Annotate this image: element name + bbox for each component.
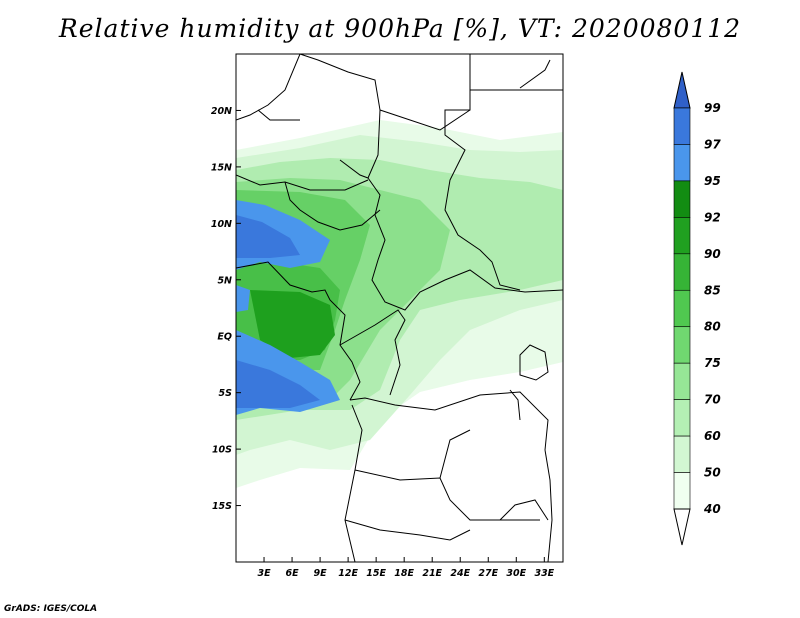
colorbar-level-label: 99 (704, 101, 721, 115)
colorbar-swatch (673, 217, 691, 255)
lat-tick-label: 20N (211, 106, 232, 117)
lon-tick-label: 15E (366, 568, 386, 579)
lat-tick-label: 10N (211, 219, 232, 230)
colorbar-level-label: 75 (704, 356, 721, 370)
colorbar-level-label: 85 (704, 283, 721, 297)
lon-tick-label: 6E (286, 568, 300, 579)
lon-tick-label: 27E (478, 568, 498, 579)
lon-tick-label: 30E (506, 568, 526, 579)
colorbar-level-label: 50 (704, 466, 721, 480)
lon-tick-label: 12E (338, 568, 358, 579)
colorbar-level-label: 95 (704, 174, 721, 188)
colorbar-swatch (673, 289, 691, 328)
lat-tick-label: 15S (212, 501, 232, 512)
lon-tick-label: 24E (450, 568, 470, 579)
colorbar-level-label: 40 (703, 502, 721, 516)
lat-tick-label: EQ (217, 332, 232, 343)
colorbar-level-label: 97 (704, 137, 721, 151)
colorbar-swatch (673, 472, 691, 510)
colorbar: 99 97 95 92 90 85 80 75 70 60 50 40 (673, 71, 721, 546)
colorbar-level-label: 70 (704, 393, 721, 407)
lat-tick-label: 10S (212, 445, 232, 456)
lon-ticks: 3E 6E 9E 12E 15E 18E 21E 24E 27E 30E 33E (257, 557, 555, 579)
lat-tick-label: 15N (211, 162, 232, 173)
colorbar-swatch (673, 107, 691, 145)
colorbar-top-arrow (673, 71, 691, 109)
colorbar-swatch (673, 144, 691, 182)
lon-tick-label: 33E (534, 568, 554, 579)
lon-tick-label: 9E (314, 568, 328, 579)
colorbar-level-label: 60 (704, 429, 721, 443)
colorbar-swatch (673, 180, 691, 218)
lon-tick-label: 3E (257, 568, 271, 579)
colorbar-bottom-arrow (673, 508, 691, 546)
country-borders (236, 54, 563, 562)
colorbar-swatch (673, 253, 691, 291)
lon-tick-label: 18E (394, 568, 414, 579)
grads-credit: GrADS: IGES/COLA (4, 604, 98, 614)
colorbar-level-label: 90 (704, 247, 721, 261)
colorbar-swatch (673, 399, 691, 437)
lat-tick-label: 5S (219, 388, 233, 399)
colorbar-swatch (673, 326, 691, 364)
map-frame (235, 53, 564, 563)
lat-ticks: 20N 15N 10N 5N EQ 5S 10S 15S (211, 106, 241, 512)
colorbar-swatch (673, 362, 691, 400)
lon-tick-label: 21E (422, 568, 442, 579)
colorbar-level-label: 92 (704, 210, 721, 224)
map-title: Relative humidity at 900hPa [%], VT: 202… (58, 14, 742, 43)
lat-tick-label: 5N (217, 275, 232, 286)
colorbar-swatch (673, 435, 691, 473)
colorbar-level-label: 80 (704, 320, 721, 334)
